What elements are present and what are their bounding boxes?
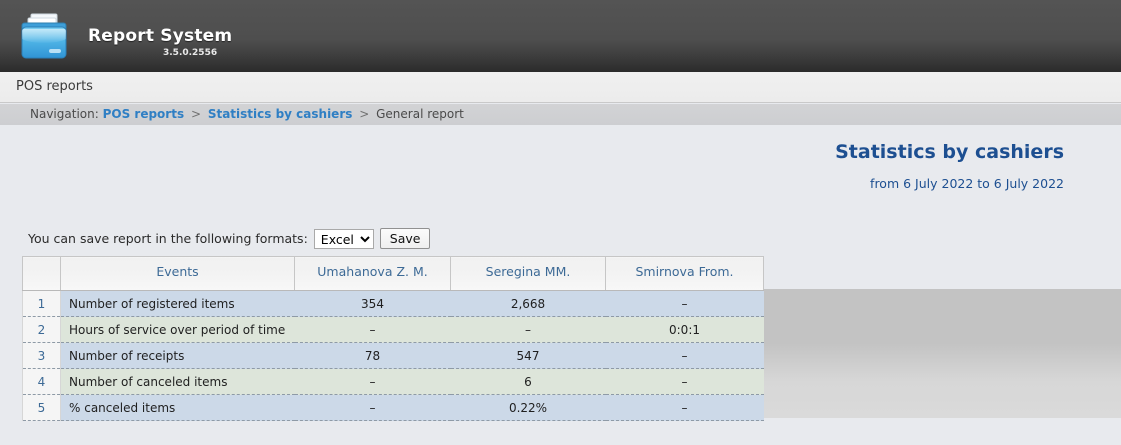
format-select[interactable]: Excel [313, 228, 374, 249]
section-bar: POS reports [0, 72, 1121, 103]
row-value-1: 354 [294, 290, 451, 317]
report-date-range: from 6 July 2022 to 6 July 2022 [870, 176, 1064, 191]
row-value-2: – [450, 316, 606, 343]
row-value-3: – [605, 290, 764, 317]
row-value-1: 78 [294, 342, 451, 369]
row-event: Number of receipts [60, 342, 295, 369]
row-value-2: 547 [450, 342, 606, 369]
row-number: 2 [22, 316, 61, 343]
table-header: Events Umahanova Z. M. Seregina MM. Smir… [22, 256, 764, 291]
statistics-table: Events Umahanova Z. M. Seregina MM. Smir… [22, 256, 764, 421]
table-row: 3 Number of receipts 78 547 – [22, 342, 764, 369]
table-header-events: Events [60, 256, 295, 291]
row-number: 5 [22, 394, 61, 421]
table-header-cashier-3: Smirnova From. [605, 256, 764, 291]
table-header-cashier-2: Seregina MM. [450, 256, 606, 291]
table-row: 2 Hours of service over period of time –… [22, 316, 764, 343]
row-number: 4 [22, 368, 61, 395]
row-value-3: – [605, 342, 764, 369]
app-header: Report System 3.5.0.2556 [0, 0, 1121, 72]
table-header-row: Events Umahanova Z. M. Seregina MM. Smir… [22, 256, 764, 291]
breadcrumb-link-pos-reports[interactable]: POS reports [102, 107, 185, 121]
row-number: 1 [22, 290, 61, 317]
table-header-rownum [22, 256, 61, 291]
app-version: 3.5.0.2556 [163, 48, 218, 58]
table-row: 5 % canceled items – 0.22% – [22, 394, 764, 421]
navigation-bar: Navigation: POS reports > Statistics by … [0, 104, 1121, 125]
table-body: 1 Number of registered items 354 2,668 –… [22, 290, 764, 421]
row-value-1: – [294, 316, 451, 343]
save-button[interactable]: Save [379, 228, 431, 249]
row-event: % canceled items [60, 394, 295, 421]
breadcrumb-separator-1: > [190, 107, 201, 121]
table-header-cashier-1: Umahanova Z. M. [294, 256, 451, 291]
breadcrumb: Navigation: POS reports > Statistics by … [30, 107, 464, 121]
breadcrumb-current-general-report: General report [376, 107, 464, 121]
breadcrumb-prefix: Navigation: [30, 107, 99, 121]
save-report-row: You can save report in the following for… [28, 228, 431, 249]
row-value-1: – [294, 368, 451, 395]
row-value-2: 0.22% [450, 394, 606, 421]
breadcrumb-link-statistics-by-cashiers[interactable]: Statistics by cashiers [207, 107, 353, 121]
page-title: Statistics by cashiers [835, 141, 1064, 163]
empty-gray-region [763, 289, 1121, 418]
table-row: 1 Number of registered items 354 2,668 – [22, 290, 764, 317]
section-title: POS reports [16, 79, 93, 94]
table-row: 4 Number of canceled items – 6 – [22, 368, 764, 395]
app-logo [18, 11, 70, 63]
row-event: Number of registered items [60, 290, 295, 317]
app-title: Report System [88, 26, 233, 46]
row-event: Hours of service over period of time [60, 316, 295, 343]
folder-documents-icon [18, 11, 70, 63]
save-formats-label: You can save report in the following for… [28, 231, 308, 246]
row-number: 3 [22, 342, 61, 369]
row-value-2: 6 [450, 368, 606, 395]
row-value-3: – [605, 368, 764, 395]
row-value-1: – [294, 394, 451, 421]
row-event: Number of canceled items [60, 368, 295, 395]
breadcrumb-separator-2: > [359, 107, 370, 121]
row-value-2: 2,668 [450, 290, 606, 317]
row-value-3: 0:0:1 [605, 316, 764, 343]
row-value-3: – [605, 394, 764, 421]
